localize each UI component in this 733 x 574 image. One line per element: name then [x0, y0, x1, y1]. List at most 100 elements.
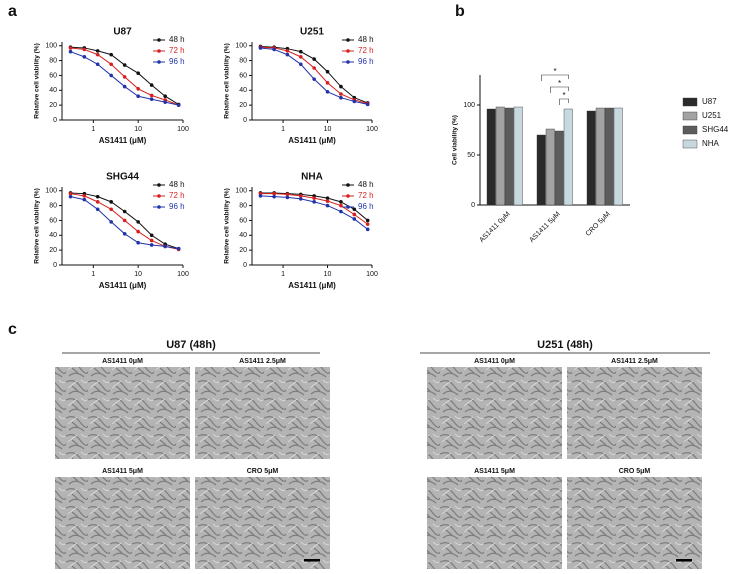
y-tick-label: 60: [49, 72, 57, 79]
legend-marker: [346, 194, 350, 198]
legend-label: 96 h: [169, 202, 185, 211]
bar: [613, 107, 623, 206]
legend-swatch: [682, 97, 698, 107]
data-point: [365, 102, 370, 107]
y-tick-label: 0: [53, 117, 57, 124]
bar: [504, 107, 514, 206]
data-point: [325, 69, 330, 74]
x-tick-label: 100: [366, 271, 378, 278]
data-point: [136, 71, 140, 75]
data-point: [68, 46, 73, 50]
data-point: [109, 73, 113, 78]
legend-swatch: [682, 125, 698, 135]
y-tick-label: 0: [243, 117, 247, 124]
legend-label: SHG44: [702, 125, 729, 134]
y-tick-label: 40: [239, 87, 247, 94]
x-tick-label: 10: [134, 126, 142, 133]
data-point: [82, 47, 87, 52]
bar: [495, 106, 505, 206]
data-point: [95, 62, 100, 67]
chart-title: U87: [113, 27, 132, 38]
data-point: [95, 194, 100, 199]
legend-label: 72 h: [358, 46, 374, 55]
legend-marker: [346, 60, 350, 64]
legend-marker: [346, 183, 350, 187]
data-point: [122, 218, 127, 223]
x-tick-label: 10: [134, 271, 142, 278]
y-tick-label: 0: [53, 262, 57, 269]
data-point: [325, 89, 330, 94]
legend-swatch: [682, 111, 698, 121]
x-tick-label: 1: [281, 126, 285, 133]
x-tick-label: 10: [324, 271, 332, 278]
legend-label: U87: [702, 97, 717, 106]
bar: [586, 110, 596, 206]
data-point: [95, 49, 100, 53]
data-point: [136, 87, 140, 91]
y-tick-label: 100: [463, 102, 475, 109]
y-tick-label: 60: [239, 217, 247, 224]
image-label: AS1411 0μM: [474, 358, 515, 365]
legend-label: 72 h: [169, 191, 185, 200]
series-line: [70, 196, 179, 250]
legend-label: NHA: [702, 139, 720, 148]
data-point: [365, 227, 370, 232]
y-tick-label: 20: [49, 102, 57, 109]
legend-label: 48 h: [358, 180, 374, 189]
bar: [554, 130, 564, 206]
group-title: U87 (48h): [166, 339, 216, 351]
x-tick-label: 100: [177, 126, 189, 133]
x-tick-label: 1: [91, 271, 95, 278]
data-point: [285, 192, 290, 197]
panel-label: c: [8, 321, 17, 338]
data-point: [339, 203, 343, 208]
data-point: [95, 207, 100, 212]
legend-label: 72 h: [169, 46, 185, 55]
y-tick-label: 100: [235, 43, 247, 50]
bar: [536, 134, 546, 206]
data-point: [109, 220, 113, 224]
bar: [545, 128, 555, 206]
bar: [604, 107, 614, 206]
legend-label: 48 h: [358, 35, 374, 44]
legend-swatch: [682, 139, 698, 149]
data-point: [136, 220, 140, 224]
legend-marker: [157, 60, 161, 64]
data-point: [298, 197, 303, 201]
y-tick-label: 20: [239, 247, 247, 254]
legend-marker: [346, 49, 350, 53]
data-point: [325, 81, 330, 85]
y-axis-label: Relative cell viability (%): [34, 43, 41, 119]
data-point: [339, 84, 343, 89]
data-point: [352, 207, 357, 212]
image-label: CRO 5μM: [247, 468, 279, 475]
data-point: [339, 209, 343, 214]
legend-label: 96 h: [169, 57, 185, 66]
y-tick-label: 20: [49, 247, 57, 254]
data-point: [149, 97, 154, 101]
legend-marker: [157, 38, 161, 42]
data-point: [163, 94, 167, 99]
y-tick-label: 0: [243, 262, 247, 269]
bar: [563, 108, 573, 206]
group-title: U251 (48h): [537, 339, 593, 351]
data-point: [285, 195, 290, 200]
chart-title: SHG44: [106, 172, 139, 183]
data-point: [136, 229, 140, 234]
y-axis-label: Relative cell viability (%): [224, 188, 231, 264]
data-point: [258, 46, 263, 50]
data-point: [325, 203, 330, 208]
data-point: [149, 238, 154, 243]
y-tick-label: 40: [49, 87, 57, 94]
legend-marker: [346, 38, 350, 42]
legend-label: 72 h: [358, 191, 374, 200]
legend-label: 96 h: [358, 202, 374, 211]
data-point: [68, 194, 73, 199]
legend-marker: [157, 183, 161, 187]
data-point: [258, 194, 263, 198]
annotation: *: [558, 79, 561, 88]
image-label: AS1411 5μM: [474, 468, 515, 475]
x-tick-label: 100: [177, 271, 189, 278]
data-point: [272, 191, 276, 196]
annotation: *: [562, 91, 565, 100]
